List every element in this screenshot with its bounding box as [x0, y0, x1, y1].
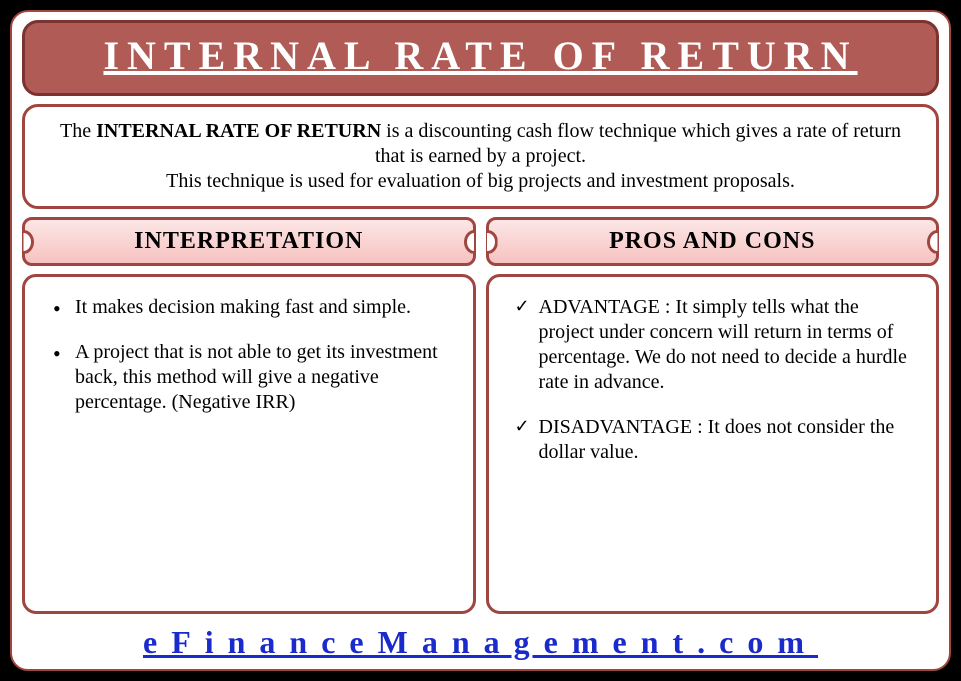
left-column: INTERPRETATION It makes decision making …	[22, 217, 476, 614]
desc-line2: This technique is used for evaluation of…	[166, 170, 795, 192]
interpretation-heading: INTERPRETATION	[22, 217, 476, 266]
interpretation-list: It makes decision making fast and simple…	[49, 295, 449, 415]
desc-line1-suffix: is a discounting cash flow technique whi…	[375, 120, 901, 167]
description-box: The INTERNAL RATE OF RETURN is a discoun…	[22, 104, 939, 209]
list-item: DISADVANTAGE : It does not consider the …	[513, 415, 913, 465]
footer-link[interactable]: eFinanceManagement.com	[22, 622, 939, 665]
interpretation-content: It makes decision making fast and simple…	[22, 274, 476, 614]
columns-row: INTERPRETATION It makes decision making …	[22, 217, 939, 614]
main-title-text: INTERNAL RATE OF RETURN	[103, 33, 857, 78]
page-container: INTERNAL RATE OF RETURN The INTERNAL RAT…	[10, 10, 951, 671]
list-item: A project that is not able to get its in…	[49, 340, 449, 415]
list-item: It makes decision making fast and simple…	[49, 295, 449, 320]
right-column: PROS AND CONS ADVANTAGE : It simply tell…	[486, 217, 940, 614]
proscons-heading: PROS AND CONS	[486, 217, 940, 266]
list-item: ADVANTAGE : It simply tells what the pro…	[513, 295, 913, 395]
proscons-list: ADVANTAGE : It simply tells what the pro…	[513, 295, 913, 465]
main-title: INTERNAL RATE OF RETURN	[22, 20, 939, 96]
desc-prefix: The	[60, 120, 96, 142]
desc-bold: INTERNAL RATE OF RETURN	[96, 120, 381, 142]
proscons-content: ADVANTAGE : It simply tells what the pro…	[486, 274, 940, 614]
